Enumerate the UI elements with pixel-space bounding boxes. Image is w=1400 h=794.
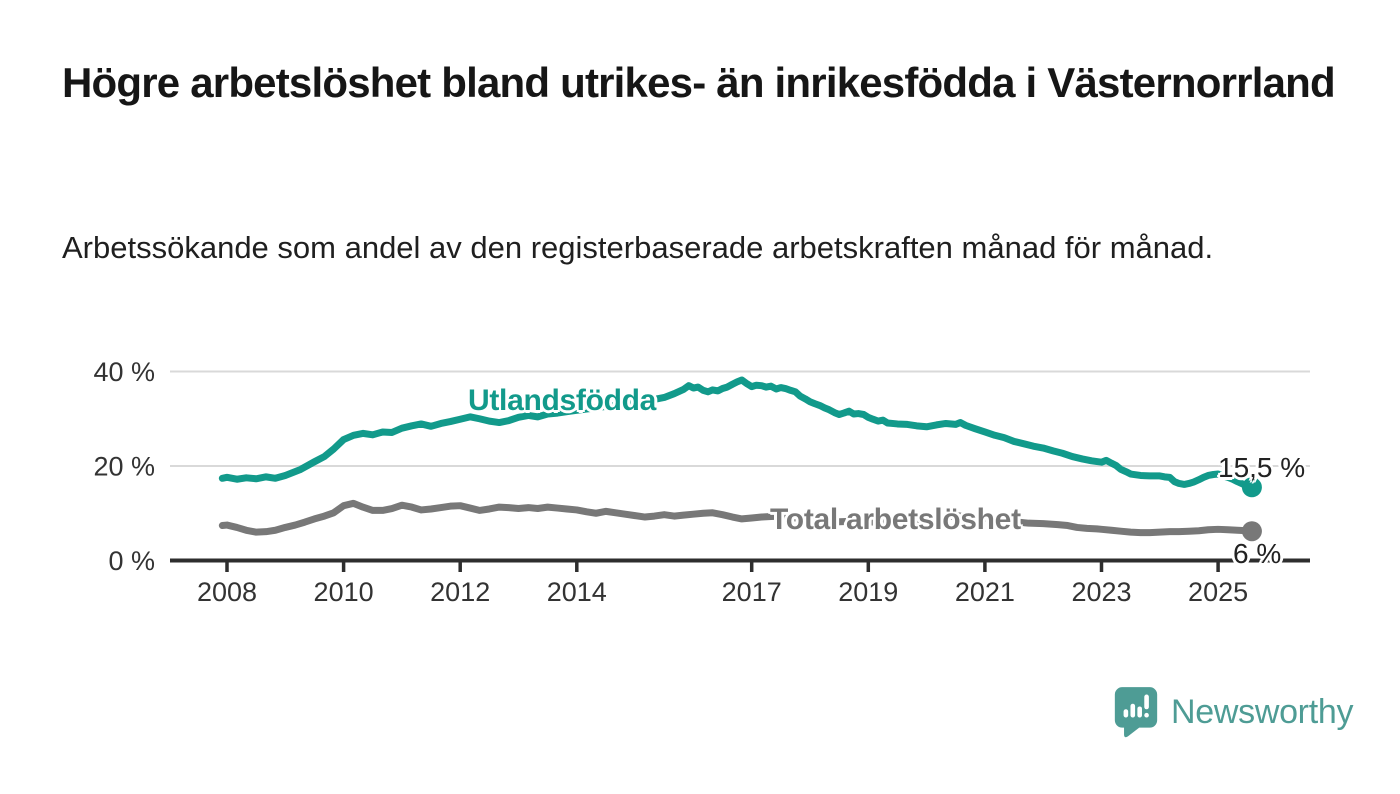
y-axis-tick-label: 0 % bbox=[108, 546, 155, 576]
series-end-dot-total bbox=[1241, 521, 1262, 542]
line-chart: 0 % 20 % 40 % 2008 2010 2012 2014 2017 2019 2021 2… bbox=[0, 340, 1400, 640]
x-axis-tick-label: 2025 bbox=[1188, 577, 1248, 607]
series-label-total-arbetsloshet: Total arbetslöshet bbox=[770, 503, 1021, 536]
end-value-label-total: 6 % bbox=[1233, 538, 1282, 569]
end-value-label-utlandsfodda: 15,5 % bbox=[1218, 452, 1306, 483]
series-end-dot-utlandsfodda bbox=[1241, 477, 1262, 498]
series-line-utlandsfodda bbox=[218, 376, 1256, 491]
page-subtitle: Arbetssökande som andel av den registerb… bbox=[62, 230, 1214, 265]
newsworthy-pin-barchart-icon bbox=[1114, 687, 1158, 738]
x-axis-tick-label: 2008 bbox=[197, 577, 257, 607]
x-axis-tick-label: 2017 bbox=[722, 577, 782, 607]
series-label-utlandsfodda: Utlandsfödda bbox=[468, 384, 657, 417]
newsworthy-logo: Newsworthy bbox=[1113, 684, 1353, 740]
x-axis-tick-label: 2021 bbox=[955, 577, 1015, 607]
chart-svg: 0 % 20 % 40 % 2008 2010 2012 2014 2017 2019 2021 2… bbox=[93, 357, 1310, 607]
x-axis-tick-label: 2019 bbox=[838, 577, 898, 607]
x-axis-tick-label: 2023 bbox=[1071, 577, 1131, 607]
x-axis-tick-label: 2014 bbox=[547, 577, 607, 607]
series-line-total bbox=[218, 499, 1256, 537]
y-axis-tick-label: 20 % bbox=[93, 452, 155, 482]
newsworthy-logo-text: Newsworthy bbox=[1171, 692, 1354, 731]
y-axis-tick-label: 40 % bbox=[93, 357, 155, 387]
x-axis-tick-label: 2010 bbox=[314, 577, 374, 607]
page-title: Högre arbetslöshet bland utrikes- än inr… bbox=[62, 59, 1336, 106]
x-axis-tick-label: 2012 bbox=[430, 577, 490, 607]
